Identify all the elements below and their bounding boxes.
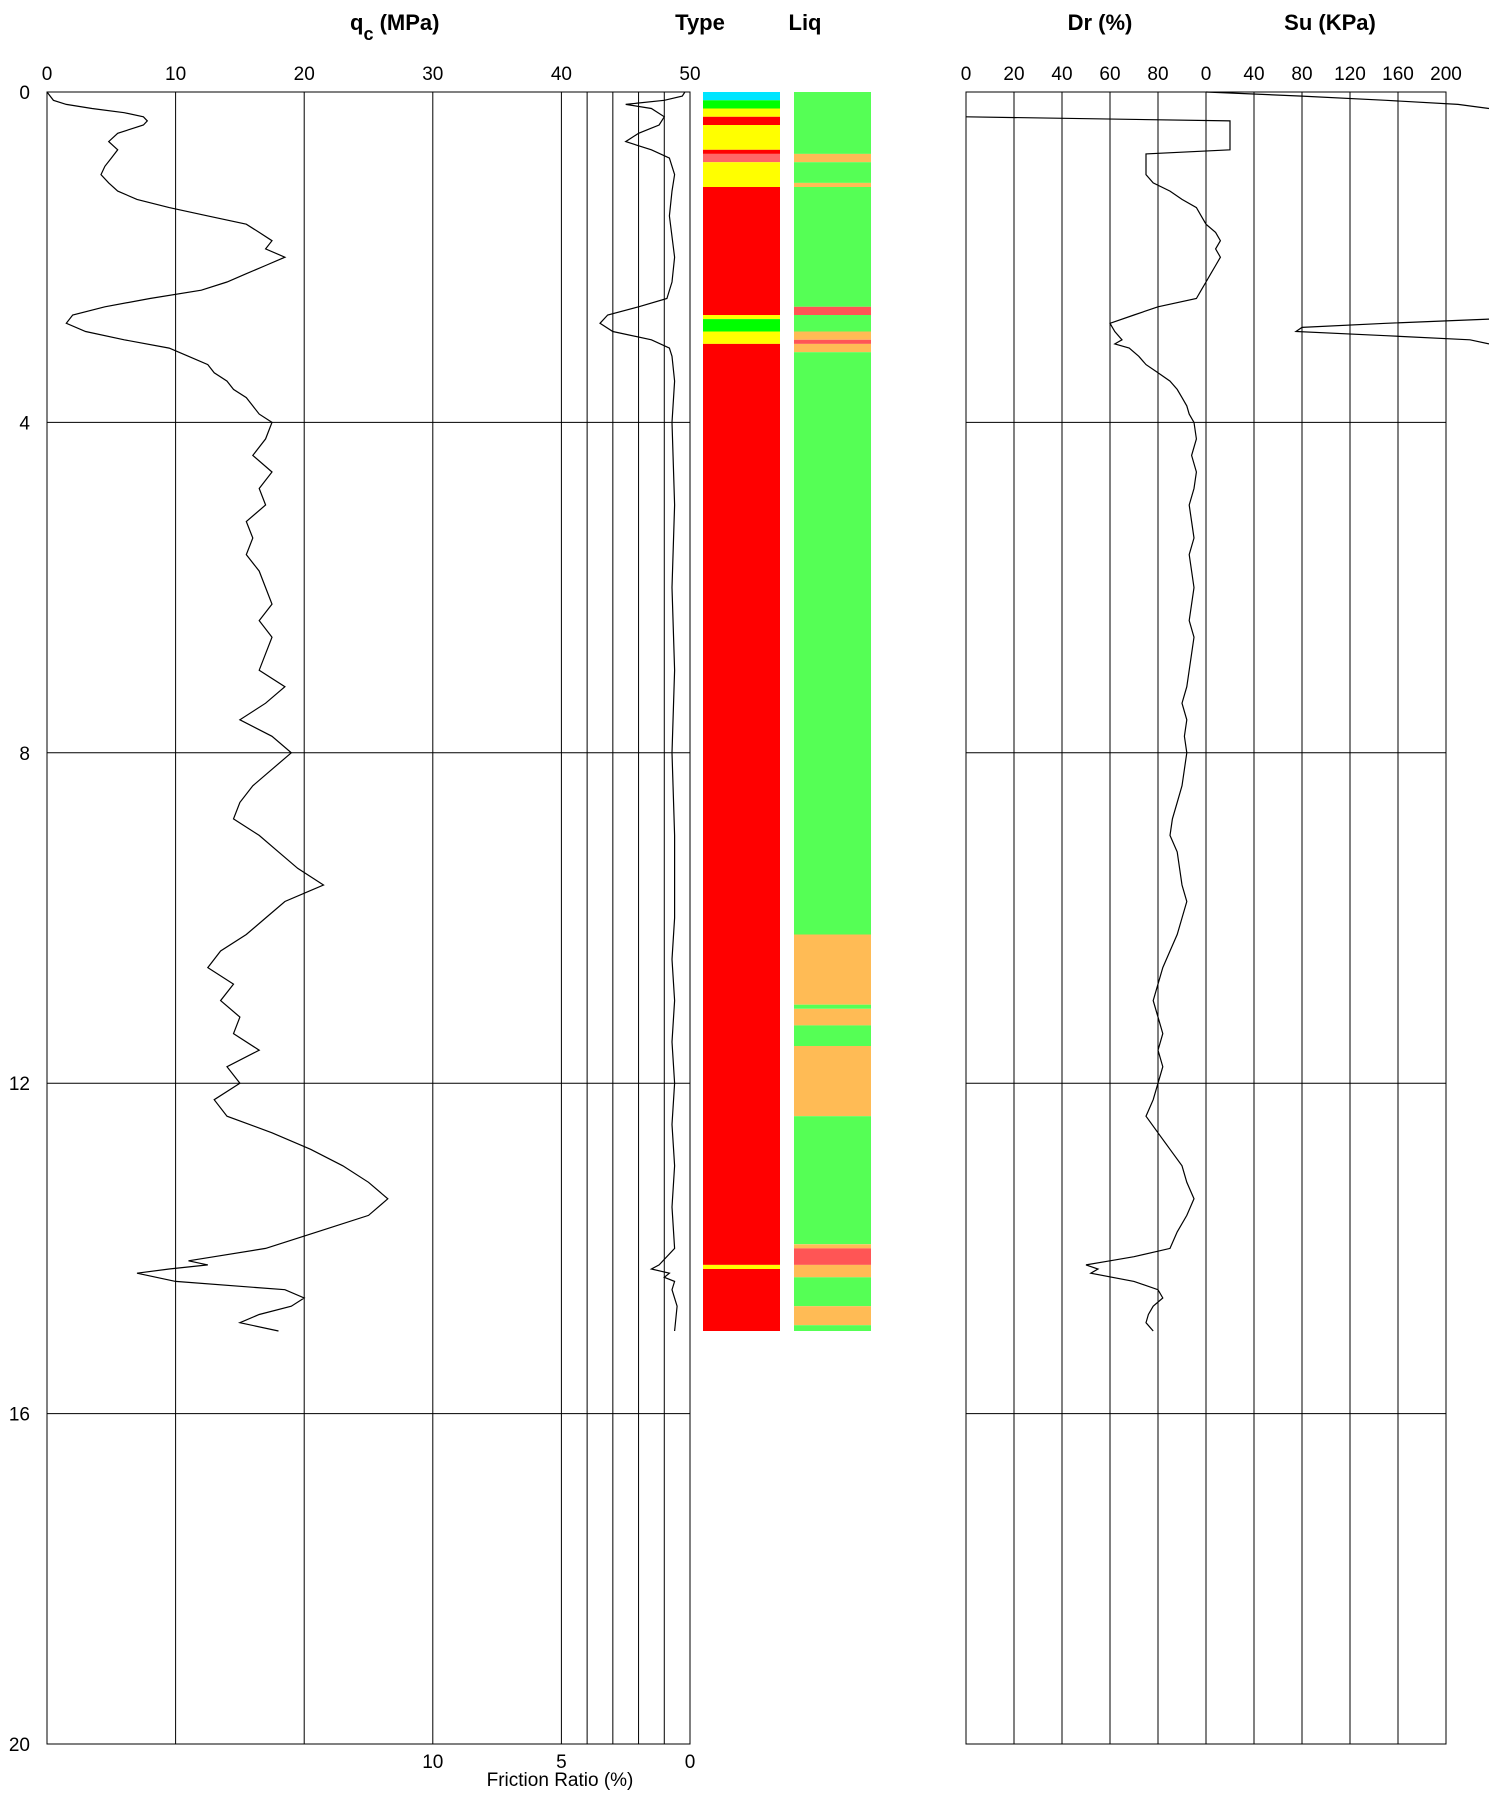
depth-tick-label: 20 (9, 1735, 30, 1756)
liq-band (794, 331, 871, 340)
dr-x-tick-label: 0 (961, 64, 972, 85)
liq-band (794, 1306, 871, 1326)
liq-band (794, 92, 871, 154)
fr-x-tick-label: 5 (556, 1752, 567, 1773)
type-band (703, 116, 780, 126)
liq-band (794, 1244, 871, 1249)
type-band (703, 331, 780, 344)
qc-x-tick-label: 30 (422, 64, 443, 85)
qc-x-tick-label: 10 (165, 64, 186, 85)
su-x-tick-label: 40 (1243, 64, 1264, 85)
depth-tick-label: 4 (19, 413, 30, 434)
liq-band (794, 1116, 871, 1245)
type-column (703, 92, 780, 1331)
su-x-tick-label: 120 (1334, 64, 1366, 85)
liq-band (794, 339, 871, 344)
su-title: Su (KPa) (1284, 10, 1376, 35)
liq-band (794, 306, 871, 316)
su-x-tick-label: 0 (1201, 64, 1212, 85)
su-panel: 0 40 80 120 160 200 (1201, 64, 1489, 1745)
type-band (703, 125, 780, 150)
type-band (703, 1269, 780, 1331)
dr-x-tick-label: 40 (1051, 64, 1072, 85)
liq-band (794, 1248, 871, 1265)
liq-band (794, 315, 871, 332)
qc-x-tick-label: 20 (294, 64, 315, 85)
fr-x-tick-label: 0 (685, 1752, 696, 1773)
liq-band (794, 1046, 871, 1117)
type-band (703, 187, 780, 315)
dr-frame (965, 91, 1207, 1745)
type-band (703, 343, 780, 1265)
dr-panel: 0 20 40 60 80 (961, 64, 1446, 1745)
type-band (703, 100, 780, 109)
type-band (703, 1264, 780, 1269)
liq-column (794, 92, 871, 1331)
qc-x-tick-label: 0 (42, 64, 53, 85)
type-band (703, 315, 780, 320)
liq-band (794, 360, 871, 935)
liq-band (794, 1277, 871, 1307)
liq-band (794, 352, 871, 361)
liq-band (794, 153, 871, 163)
liq-band (794, 162, 871, 183)
liq-band (794, 1004, 871, 1009)
depth-tick-label: 0 (19, 83, 30, 104)
liq-band (794, 343, 871, 353)
su-series-line (1205, 91, 1489, 110)
liq-band (794, 1264, 871, 1278)
type-band (703, 108, 780, 117)
su-x-tick-label: 200 (1430, 64, 1462, 85)
type-band (703, 162, 780, 187)
friction-ratio-label: Friction Ratio (%) (487, 1770, 634, 1791)
su-frame (1205, 91, 1447, 1745)
liq-band (794, 1025, 871, 1046)
liq-band (794, 187, 871, 307)
qc-title: qc (MPa) (350, 10, 439, 44)
friction-ratio-series-line (599, 91, 686, 1332)
liq-band (794, 1325, 871, 1331)
fr-x-tick-label: 10 (422, 1752, 443, 1773)
type-band (703, 92, 780, 101)
dr-title: Dr (%) (1068, 10, 1133, 35)
liq-band (794, 934, 871, 1005)
liq-band (794, 182, 871, 187)
qc-x-tick-label: 40 (551, 64, 572, 85)
dr-x-tick-label: 20 (1003, 64, 1024, 85)
qc-frame (46, 91, 691, 1745)
liq-band (794, 1008, 871, 1026)
dr-series-line (965, 116, 1231, 1332)
dr-x-tick-label: 60 (1099, 64, 1120, 85)
qc-series-line (46, 91, 389, 1332)
su-series-line (1294, 318, 1489, 345)
type-band (703, 319, 780, 332)
type-title: Type (675, 10, 725, 35)
dr-x-tick-label: 80 (1147, 64, 1168, 85)
type-band (703, 153, 780, 163)
qc-x-tick-label: 50 (679, 64, 700, 85)
depth-tick-label: 12 (9, 1074, 30, 1095)
depth-tick-label: 8 (19, 744, 30, 765)
su-x-tick-label: 80 (1291, 64, 1312, 85)
liq-title: Liq (789, 10, 822, 35)
depth-tick-label: 16 (9, 1405, 30, 1426)
type-band (703, 149, 780, 154)
su-x-tick-label: 160 (1382, 64, 1414, 85)
